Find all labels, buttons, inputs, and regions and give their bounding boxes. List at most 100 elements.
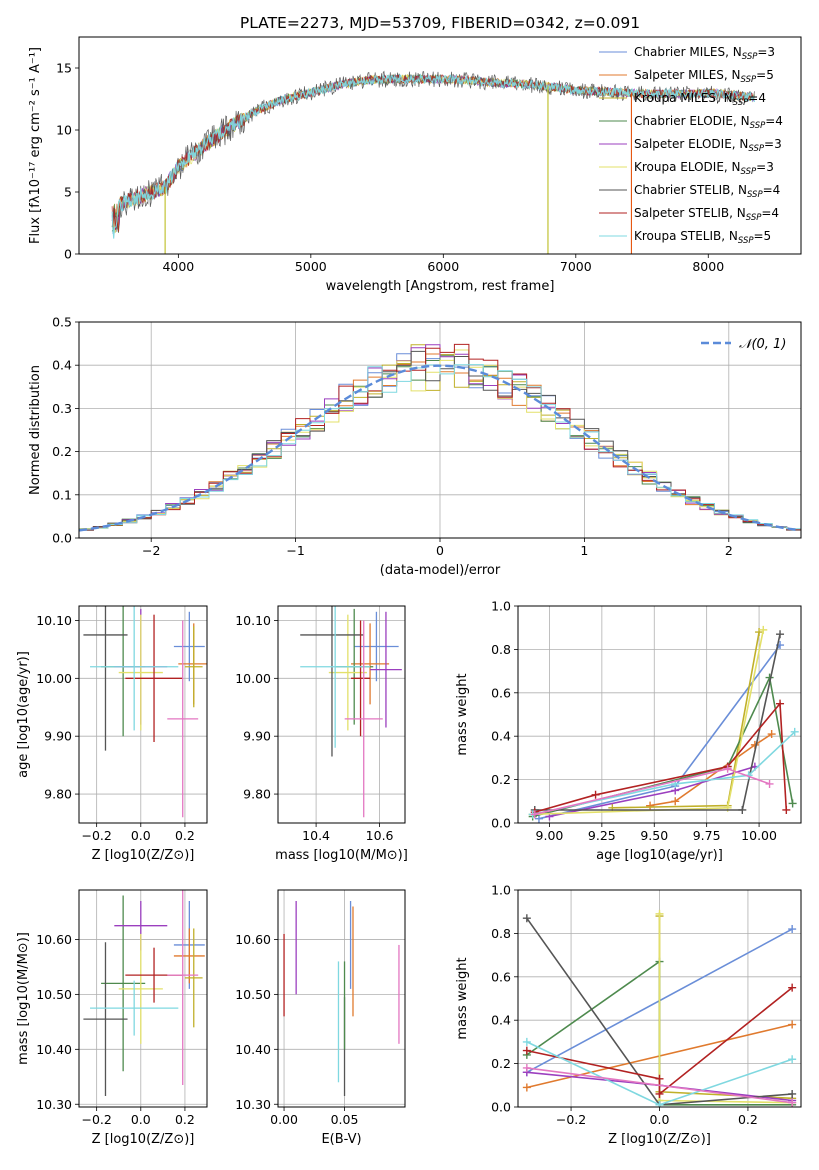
residual-histogram (79, 343, 801, 531)
y-tick-label: 1.0 (491, 599, 511, 614)
weight-point-marker (655, 1100, 664, 1107)
x-axis-label: Z [log10(Z/Z⊙)] (608, 1132, 711, 1147)
legend-entry: Salpeter ELODIE, NSSP=3 (634, 137, 782, 154)
weight-point-marker (767, 730, 776, 739)
x-tick-label: 0.0 (650, 1112, 670, 1127)
x-tick-label: 0.2 (175, 1112, 195, 1127)
gaussian-curve (79, 364, 799, 532)
y-tick-label: 0.8 (491, 642, 511, 657)
weight-series-line (532, 731, 796, 816)
axes-frame (277, 889, 406, 1108)
legend-entry: Salpeter STELIB, NSSP=4 (634, 206, 779, 223)
y-tick-label: 9.80 (44, 787, 72, 802)
weight-point-marker (790, 727, 799, 736)
legend-entry: Kroupa ELODIE, NSSP=3 (634, 160, 774, 177)
legend-entry: Kroupa STELIB, NSSP=5 (634, 229, 771, 246)
x-tick-label: 0 (436, 543, 444, 558)
weight-point-marker (738, 805, 747, 814)
y-tick-label: 10.30 (36, 1097, 72, 1112)
weight-point-marker (534, 814, 543, 823)
plot-area (528, 625, 799, 823)
weight-point-marker (530, 810, 539, 819)
weight-point-marker (776, 699, 785, 708)
legend-entry: Chabrier MILES, NSSP=3 (634, 45, 775, 62)
residual-histogram (79, 364, 801, 530)
x-tick-label: 9.25 (588, 828, 616, 843)
weight-point-marker (788, 925, 797, 934)
x-tick-label: 1 (580, 543, 588, 558)
y-tick-label: 0.2 (52, 444, 72, 459)
plot-area (300, 606, 402, 818)
y-tick-label: 10.30 (235, 1097, 271, 1112)
x-axis-label: E(B-V) (321, 1132, 361, 1147)
weight-point-marker (655, 1089, 664, 1098)
x-tick-label: 6000 (427, 259, 459, 274)
gaussian-legend-label: 𝒩(0, 1) (739, 337, 786, 352)
x-axis-label: wavelength [Angstrom, rest frame] (326, 279, 555, 294)
x-tick-label: 0.0 (131, 1112, 151, 1127)
y-tick-label: 0.1 (52, 487, 72, 502)
plot-area (283, 900, 400, 1097)
weight-point-marker (765, 779, 774, 788)
plot-area (83, 606, 207, 818)
weight-series-line (526, 1067, 793, 1104)
panel-weight-vs-Z: −0.2 0.0 0.2 0.0 0.2 0.4 0.6 0.8 1.0 Z [log10(Z/Z… (455, 883, 802, 1147)
axes-frame (78, 605, 208, 824)
y-tick-label: 0.4 (491, 1013, 511, 1028)
y-axis-label: mass weight (455, 673, 470, 755)
y-tick-label: 1.0 (491, 883, 511, 898)
x-axis-label: age [log10(age/yr)] (596, 848, 723, 863)
plot-area (522, 909, 797, 1107)
y-axis-label: age [log10(age/yr)] (16, 651, 31, 778)
x-axis-label: mass [log10(M/M⊙)] (275, 848, 408, 863)
y-axis-label: Normed distribution (28, 365, 43, 495)
weight-point-marker (788, 1020, 797, 1029)
y-tick-label: 10 (56, 123, 72, 138)
y-tick-label: 10.60 (36, 932, 72, 947)
legend-entry: Kroupa MILES, NSSP=4 (634, 91, 766, 108)
x-tick-label: −1 (286, 543, 304, 558)
x-tick-label: 10.00 (741, 828, 777, 843)
spectrum-legend: Chabrier MILES, NSSP=3 Salpeter MILES, NS… (599, 45, 783, 246)
axes-frame (277, 605, 406, 824)
weight-point-marker (755, 628, 764, 637)
weight-point-marker (782, 805, 791, 814)
weight-point-marker (759, 625, 768, 634)
axes-frame (78, 321, 802, 539)
y-tick-label: 9.90 (243, 729, 271, 744)
x-axis-label: Z [log10(Z/Z⊙)] (92, 848, 195, 863)
y-tick-label: 0.4 (52, 358, 72, 373)
plot-area (79, 343, 801, 532)
axes-frame (78, 36, 802, 255)
y-axis-label: Flux [fλ10⁻¹⁷ erg cm⁻² s⁻¹ A⁻¹] (28, 47, 43, 244)
panel-spectrum: 4000 5000 6000 7000 8000 0 5 10 15 wavelength [An… (28, 36, 802, 294)
y-tick-label: 0.8 (491, 926, 511, 941)
panel-weight-vs-age: 9.00 9.25 9.50 9.75 10.00 0.0 0.2 0.4 0.6 0.8 1.0 a… (455, 599, 802, 863)
x-tick-label: 10.6 (366, 828, 394, 843)
weight-point-marker (788, 983, 797, 992)
y-tick-label: 5 (64, 185, 72, 200)
x-axis-label: Z [log10(Z/Z⊙)] (92, 1132, 195, 1147)
y-tick-label: 10.00 (235, 671, 271, 686)
weight-point-marker (591, 790, 600, 799)
weight-point-marker (522, 1083, 531, 1092)
spectrum-series-line (111, 74, 755, 233)
y-tick-label: 10.40 (235, 1042, 271, 1057)
x-tick-label: 0.05 (331, 1112, 359, 1127)
weight-point-marker (655, 909, 664, 918)
weight-point-marker (776, 630, 785, 639)
weight-series-line (649, 733, 773, 807)
x-tick-label: 9.75 (693, 828, 721, 843)
y-tick-label: 10.40 (36, 1042, 72, 1057)
figure-title: PLATE=2273, MJD=53709, FIBERID=0342, z=0… (240, 14, 640, 32)
y-tick-label: 10.00 (36, 671, 72, 686)
x-tick-label: −0.2 (81, 828, 111, 843)
plot-area (111, 70, 755, 254)
y-tick-label: 0.0 (491, 816, 511, 831)
y-tick-label: 0.0 (52, 531, 72, 546)
panel-age-vs-mass: 10.4 10.6 9.80 9.90 10.00 10.10 mass [log10(M/… (235, 605, 408, 863)
x-tick-label: 5000 (295, 259, 327, 274)
weight-series-line (526, 986, 793, 1096)
